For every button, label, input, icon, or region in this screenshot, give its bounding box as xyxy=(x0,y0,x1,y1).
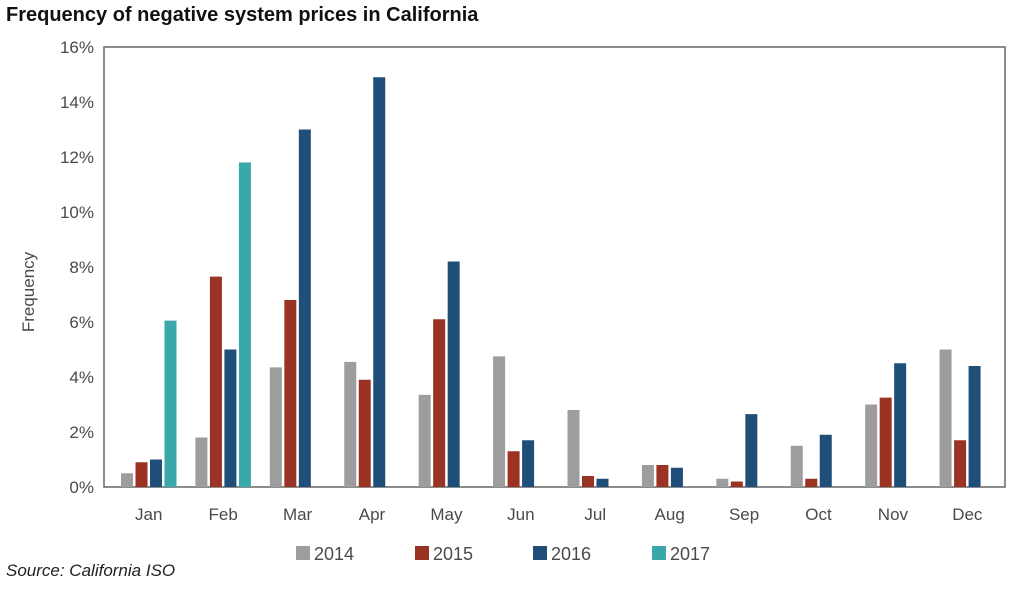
bar-2017-Jan xyxy=(164,320,177,487)
x-tick-label: Feb xyxy=(209,505,238,524)
bar-2014-Jun xyxy=(493,356,506,487)
source-note: Source: California ISO xyxy=(6,561,176,580)
legend-label: 2015 xyxy=(433,544,473,564)
legend-swatch-2016 xyxy=(533,546,547,560)
bar-2014-Jul xyxy=(567,410,580,487)
legend-label: 2014 xyxy=(314,544,354,564)
y-axis-label: Frequency xyxy=(19,251,38,332)
bar-2015-Jul xyxy=(582,476,594,487)
y-tick-label: 6% xyxy=(69,313,94,332)
bar-2017-Feb xyxy=(238,162,251,487)
y-tick-label: 2% xyxy=(69,423,94,442)
x-tick-label: Nov xyxy=(878,505,909,524)
bar-2015-May xyxy=(433,319,446,487)
bar-2014-Feb xyxy=(195,437,208,487)
bar-2015-Mar xyxy=(284,300,297,487)
bar-2014-Mar xyxy=(269,367,282,487)
bar-2016-Nov xyxy=(894,363,907,487)
bar-2016-Jul xyxy=(596,478,609,487)
x-tick-label: Aug xyxy=(655,505,685,524)
bar-2014-Apr xyxy=(344,361,357,487)
x-tick-label: Mar xyxy=(283,505,313,524)
bar-2016-Jan xyxy=(150,459,162,487)
bar-2016-Oct xyxy=(819,434,832,487)
bar-2015-Nov xyxy=(879,397,892,487)
bar-2015-Apr xyxy=(358,379,371,487)
bar-2016-May xyxy=(447,261,460,487)
bar-2016-Sep xyxy=(745,414,758,487)
bar-2014-Jan xyxy=(121,473,133,487)
x-tick-labels: Jan Feb Mar Apr May Jun Jul Aug Sep Oct Nov Dec xyxy=(135,505,983,524)
bar-2014-Oct xyxy=(790,445,803,487)
x-tick-label: Jul xyxy=(584,505,606,524)
y-tick-label: 10% xyxy=(60,203,94,222)
y-tick-label: 8% xyxy=(69,258,94,277)
bar-2014-Nov xyxy=(865,404,878,487)
bar-2015-Feb xyxy=(209,276,222,487)
legend-label: 2016 xyxy=(551,544,591,564)
bar-2014-Dec xyxy=(939,349,952,487)
x-tick-label: Sep xyxy=(729,505,759,524)
x-tick-label: Oct xyxy=(805,505,832,524)
bar-2016-Aug xyxy=(670,467,683,487)
y-tick-labels: 0% 2% 4% 6% 8% 10% 12% 14% 16% xyxy=(60,38,94,497)
bar-2014-May xyxy=(418,394,431,487)
x-tick-label: May xyxy=(430,505,463,524)
bars xyxy=(121,77,981,487)
legend-swatch-2015 xyxy=(415,546,429,560)
bar-2016-Dec xyxy=(968,366,981,487)
legend: 2014 2015 2016 2017 xyxy=(296,544,710,564)
legend-swatch-2017 xyxy=(652,546,666,560)
y-tick-label: 16% xyxy=(60,38,94,57)
bar-2014-Sep xyxy=(716,478,729,487)
bar-2016-Feb xyxy=(224,349,237,487)
bar-2015-Dec xyxy=(954,440,967,487)
y-tick-label: 12% xyxy=(60,148,94,167)
legend-label: 2017 xyxy=(670,544,710,564)
bar-2015-Aug xyxy=(656,465,669,487)
x-tick-label: Jan xyxy=(135,505,162,524)
bar-2014-Aug xyxy=(641,465,654,487)
y-tick-label: 14% xyxy=(60,93,94,112)
bar-2015-Jun xyxy=(507,451,520,487)
bar-2015-Oct xyxy=(805,478,818,487)
y-tick-label: 4% xyxy=(69,368,94,387)
x-tick-label: Jun xyxy=(507,505,534,524)
x-tick-label: Dec xyxy=(952,505,983,524)
x-tick-label: Apr xyxy=(359,505,386,524)
bar-2015-Sep xyxy=(730,481,743,487)
bar-2016-Jun xyxy=(522,440,535,487)
chart-title: Frequency of negative system prices in C… xyxy=(6,4,479,26)
plot-frame xyxy=(103,46,1006,488)
bar-2016-Apr xyxy=(373,77,386,487)
legend-swatch-2014 xyxy=(296,546,310,560)
bar-2015-Jan xyxy=(135,462,148,487)
bar-2016-Mar xyxy=(298,129,311,487)
y-tick-label: 0% xyxy=(69,478,94,497)
